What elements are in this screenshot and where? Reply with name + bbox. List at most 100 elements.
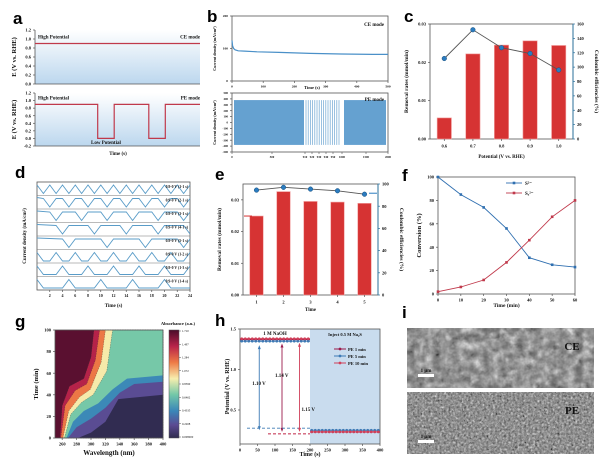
y-tick-label: 40 — [577, 108, 582, 113]
y-tick-label: 20 — [382, 270, 387, 275]
x-tick-label: 40 — [527, 298, 532, 303]
data-point — [282, 339, 286, 343]
waveform-row: 0.9-0 V (5-1 s) — [36, 235, 191, 249]
y-tick-label: 0 — [382, 293, 385, 298]
sem-image-ce: CE 1 μm — [407, 328, 594, 388]
y-tick-label: 0.01 — [231, 261, 240, 266]
panel-label-f: f — [402, 166, 408, 185]
colorbar-tick-label: 1.072 — [182, 369, 189, 373]
series-1: Sₓ²⁻ — [436, 191, 577, 293]
legend-marker — [338, 347, 342, 351]
data-point — [247, 339, 251, 343]
x-tick-label: 0.7 — [470, 144, 476, 149]
data-point — [306, 337, 310, 341]
efficiency-point-2 — [280, 184, 287, 190]
current-envelope — [344, 100, 386, 145]
y-tick-label: 0 — [577, 137, 580, 142]
y-axis-label: E (V vs. RHE) — [11, 100, 18, 140]
row-label: 0.9-0 V (2-1 s) — [166, 199, 189, 203]
efficiency-point-4 — [334, 188, 341, 194]
x-axis-label: Time (s) — [304, 85, 320, 90]
data-point — [296, 337, 300, 341]
data-point — [482, 278, 485, 282]
data-point — [292, 339, 296, 343]
annotation-naoh: 1 M NaOH — [263, 332, 287, 337]
y-tick-label: 0.4 — [25, 121, 31, 126]
waveform-row: 0.9-0 V (3-1 s) — [36, 208, 191, 222]
x-axis-label: Time (s) — [105, 304, 123, 309]
data-point — [261, 339, 265, 343]
data-point — [268, 339, 272, 343]
panel-a-subplot-ce: 0.0 0.2 0.4 0.6 0.8 1.0 1.2 High Potential CE mo… — [11, 28, 201, 87]
y-tick-label: 0.2 — [25, 128, 31, 133]
data-point — [338, 430, 342, 434]
x-tick-label: 2000 — [385, 155, 392, 159]
sem-label: PE — [565, 405, 579, 417]
y-tick-label: 40 — [382, 248, 387, 253]
x-tick-label: 150 — [289, 448, 297, 453]
data-point — [436, 175, 440, 179]
data-point — [264, 339, 268, 343]
y-tick-label: 40 — [47, 392, 52, 397]
y-tick-label: 0.5 — [230, 408, 236, 413]
data-point — [243, 337, 247, 341]
y-tick-label: 160 — [577, 22, 585, 27]
x-tick-label: 18 — [150, 293, 154, 298]
data-point — [376, 430, 380, 434]
y-tick-label: 1.0 — [230, 367, 236, 372]
y-tick-label: 0 — [49, 436, 52, 441]
row-label: 0.9-0 V (3-1 s) — [166, 212, 189, 216]
data-point — [264, 337, 268, 341]
waveform-row: 0.9-0 V (1-2 s) — [36, 249, 191, 262]
y-tick-label: 400 — [224, 97, 229, 101]
y-tick-label: -100 — [223, 126, 229, 130]
legend-label: PE 10 min — [348, 361, 368, 366]
data-point — [573, 199, 577, 202]
data-point — [240, 337, 244, 341]
x-tick-label: 340 — [116, 442, 124, 447]
current-waveform — [36, 197, 191, 208]
x-axis-label: Time (min) — [493, 302, 519, 309]
y-tick-label: 0.6 — [25, 113, 31, 118]
data-point — [459, 285, 463, 289]
waveform-row: 0.9-0 V (2-1 s) — [36, 195, 191, 208]
x-tick-label: 16 — [137, 293, 141, 298]
panel-g: 260 280 300 320 340 360 380 400 0 20 40 60 80 100 Wave… — [33, 321, 196, 457]
x-tick-label: 380 — [145, 442, 153, 447]
y-tick-label: 0.02 — [231, 229, 240, 234]
y-tick-label: 100 — [44, 328, 52, 333]
data-point — [331, 430, 335, 434]
colorbar-label: Absorbance (a.u.) — [161, 321, 196, 326]
row-label: 0.9-0 V (5-1 s) — [166, 239, 189, 243]
y-axis-label: Current density (mA/cm²) — [212, 26, 217, 71]
x-tick-label: 300 — [323, 85, 329, 89]
series-0: S²⁻ — [436, 175, 577, 269]
data-point — [261, 337, 265, 341]
x-tick-label: 300 — [88, 442, 96, 447]
legend-marker — [512, 191, 516, 195]
data-point — [482, 206, 485, 209]
x-tick-label: 0 — [437, 298, 440, 303]
y-tick-label: 140 — [577, 36, 585, 41]
x-tick-label: 100 — [272, 448, 280, 453]
y-tick-label: 300 — [224, 103, 229, 107]
scale-bar-label: 1 μm — [421, 435, 433, 440]
bar-2 — [276, 191, 291, 296]
y-tick-label: 20 — [47, 414, 52, 419]
panel-c: 0.00 0.01 0.02 0.03 0 20 40 60 80 100 120 140 160 0.6… — [403, 22, 600, 160]
row-label: 0.9-0 V (1-4 s) — [166, 280, 189, 284]
data-point — [250, 339, 254, 343]
x-tick-label: 6 — [74, 293, 76, 298]
x-tick-label: 20 — [163, 293, 167, 298]
x-tick-label: 400 — [377, 448, 385, 453]
data-point — [282, 337, 286, 341]
x-tick-label: 400 — [354, 85, 360, 89]
panel-i: CE 1 μm PE 1 μm — [407, 328, 594, 454]
x-tick-label: 200 — [307, 448, 315, 453]
y-tick-label: 100 — [427, 175, 435, 180]
data-point — [528, 238, 531, 242]
bar-0.7 — [465, 53, 481, 140]
y-axis-label: Potential (V vs. RHE) — [224, 359, 231, 415]
y-tick-label: 80 — [577, 79, 582, 84]
colorbar — [168, 329, 180, 439]
